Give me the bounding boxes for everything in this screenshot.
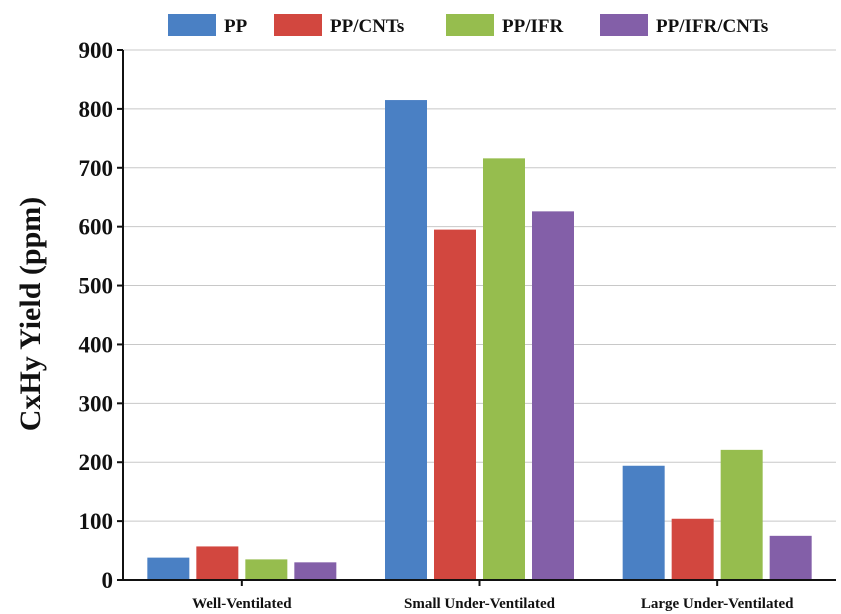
y-tick-label: 100	[79, 509, 114, 534]
bar-pp-cnts-3	[671, 518, 714, 580]
axes	[117, 49, 836, 586]
y-tick-label: 800	[79, 97, 114, 122]
bar-pp-ifr-cnts-1	[294, 562, 337, 580]
y-tick-label: 600	[79, 215, 114, 240]
legend-label: PP/IFR	[502, 16, 563, 37]
gridlines	[123, 49, 836, 522]
legend-swatch	[274, 14, 322, 36]
bar-pp-3	[622, 465, 665, 580]
bar-pp-1	[147, 557, 190, 580]
x-category-labels: Well-Ventilated Small Under-Ventilated Lar…	[192, 596, 794, 612]
y-axis-title: CxHy Yield (ppm)	[14, 197, 47, 431]
x-category-label: Well-Ventilated	[192, 596, 292, 612]
legend-label: PP	[224, 16, 248, 37]
bar-pp-ifr-1	[245, 559, 288, 580]
y-tick-label: 900	[79, 38, 114, 63]
y-tick-label: 500	[79, 274, 114, 299]
y-tick-label: 400	[79, 332, 114, 357]
bar-pp-ifr-cnts-3	[769, 535, 812, 580]
bar-pp-cnts-2	[434, 229, 476, 580]
legend-swatch	[446, 14, 494, 36]
y-tick-labels: 0 100 200 300 400 500 600 700 800 900	[79, 38, 114, 593]
y-tick-label: 200	[79, 450, 114, 475]
bar-pp-ifr-2	[483, 158, 525, 580]
bar-pp-2	[385, 100, 427, 581]
bar-pp-cnts-1	[196, 546, 239, 580]
bar-pp-ifr-cnts-2	[532, 211, 574, 580]
x-category-label: Large Under-Ventilated	[641, 596, 794, 612]
legend-label: PP/CNTs	[330, 16, 404, 37]
x-category-label: Small Under-Ventilated	[404, 596, 556, 612]
y-tick-label: 700	[79, 156, 114, 181]
bars	[147, 100, 812, 581]
y-tick-label: 300	[79, 391, 114, 416]
legend-swatch	[168, 14, 216, 36]
legend-label: PP/IFR/CNTs	[656, 16, 768, 37]
y-tick-label: 0	[102, 568, 114, 593]
legend: PP PP/CNTs PP/IFR PP/IFR/CNTs	[168, 14, 768, 37]
bar-pp-ifr-3	[720, 449, 763, 580]
legend-swatch	[600, 14, 648, 36]
